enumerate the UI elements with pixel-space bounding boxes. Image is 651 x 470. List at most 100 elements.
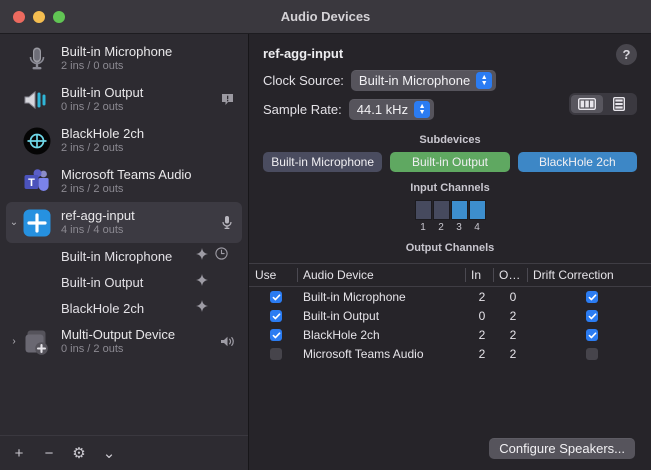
column-header-in[interactable]: In [465, 264, 493, 287]
remove-device-button[interactable]: − [44, 444, 54, 462]
subdevice-indicators [196, 273, 242, 291]
columns-view-icon[interactable] [571, 95, 603, 113]
sidebar-item-microsoft-teams-audio[interactable]: T Microsoft Teams Audio 2 ins / 2 outs [6, 161, 242, 202]
input-channel-2[interactable]: 2 [432, 200, 450, 233]
channel-number: 2 [438, 222, 444, 233]
output-channels-table: Use Audio Device In O… Drift Correction [249, 264, 651, 363]
column-header-use[interactable]: Use [249, 264, 297, 287]
column-header-audio-device[interactable]: Audio Device [297, 264, 465, 287]
clock-source-row: Clock Source: Built-in Microphone ▲ ▼ [263, 70, 637, 91]
use-checkbox-cell [249, 306, 297, 325]
detail-header: ref-agg-input Clock Source: Built-in Mic… [249, 34, 651, 128]
drift-sparkle-icon [196, 273, 208, 291]
subdevice-name: Built-in Microphone [61, 248, 173, 264]
in-count-cell: 2 [478, 346, 486, 361]
subdevice-indicators [196, 247, 242, 265]
output-channels-table-wrap: Use Audio Device In O… Drift Correction [249, 263, 651, 426]
sample-rate-select[interactable]: 44.1 kHz ▲ ▼ [348, 99, 435, 120]
view-mode-toggle [569, 93, 637, 115]
sidebar-subitem-blackhole-2ch[interactable]: BlackHole 2ch [6, 295, 242, 321]
input-channel-3[interactable]: 3 [450, 200, 468, 233]
table-row[interactable]: Microsoft Teams Audio 2 2 [249, 344, 651, 363]
device-text: ref-agg-input 4 ins / 4 outs [61, 208, 216, 237]
out-count-cell: 2 [509, 327, 517, 342]
out-count-cell: 0 [509, 289, 517, 304]
channel-number: 1 [420, 222, 426, 233]
channel-number: 4 [474, 222, 480, 233]
device-text: BlackHole 2ch 2 ins / 2 outs [61, 126, 216, 155]
audio-device-cell: Microsoft Teams Audio [303, 346, 424, 361]
sidebar-item-blackhole-2ch[interactable]: BlackHole 2ch 2 ins / 2 outs [6, 120, 242, 161]
use-checkbox[interactable] [270, 291, 282, 304]
column-header-drift-correction[interactable]: Drift Correction [527, 264, 651, 287]
configure-speakers-button[interactable]: Configure Speakers... [489, 437, 635, 459]
use-checkbox[interactable] [270, 310, 282, 323]
chevron-right-icon[interactable]: › [12, 335, 16, 347]
channel-number: 3 [456, 222, 462, 233]
chevron-down-icon[interactable]: ⌄ [9, 216, 19, 228]
close-button[interactable] [13, 10, 25, 23]
use-checkbox[interactable] [270, 329, 282, 342]
channel-swatch [468, 200, 486, 220]
input-channels-section: Input Channels 1 2 3 [249, 172, 651, 260]
drift-checkbox-cell [527, 344, 651, 363]
audio-device-cell: Built-in Microphone [303, 289, 406, 304]
teams-icon: T [22, 167, 52, 197]
minimize-button[interactable] [33, 10, 45, 23]
in-count-cell: 2 [478, 327, 486, 342]
channel-swatch [450, 200, 468, 220]
device-name: ref-agg-input [61, 208, 135, 223]
drift-correction-checkbox[interactable] [586, 348, 598, 361]
use-checkbox-cell [249, 344, 297, 363]
input-channel-4[interactable]: 4 [468, 200, 486, 233]
help-button[interactable]: ? [616, 44, 637, 65]
aggregate-plus-icon [22, 208, 52, 238]
drift-sparkle-icon [196, 247, 208, 265]
rows-view-icon[interactable] [603, 95, 635, 113]
gear-icon[interactable]: ⚙ [72, 444, 86, 462]
sample-rate-row: Sample Rate: 44.1 kHz ▲ ▼ [263, 99, 637, 120]
device-name: BlackHole 2ch [61, 126, 145, 141]
device-io: 4 ins / 4 outs [61, 224, 124, 236]
sidebar-item-multi-output-device[interactable]: › Multi-Output Device 0 ins / 2 outs [6, 321, 242, 362]
microphone-badge-icon [216, 215, 238, 230]
add-device-button[interactable]: + [14, 444, 24, 462]
device-io: 2 ins / 0 outs [61, 60, 124, 72]
in-count-cell: 2 [478, 289, 486, 304]
subdevice-chip-built-in-microphone[interactable]: Built-in Microphone [263, 152, 383, 172]
table-row[interactable]: Built-in Microphone 2 0 [249, 287, 651, 307]
chevron-down-icon[interactable]: ⌄ [102, 444, 116, 462]
device-list: Built-in Microphone 2 ins / 0 outs [0, 34, 248, 435]
sidebar-subitem-built-in-microphone[interactable]: Built-in Microphone [6, 243, 242, 269]
sidebar-item-built-in-output[interactable]: Built-in Output 0 ins / 2 outs [6, 79, 242, 120]
drift-correction-checkbox[interactable] [586, 329, 598, 342]
detail-footer: Configure Speakers... [249, 426, 651, 470]
input-channel-boxes: 1 2 3 4 [263, 200, 637, 233]
sidebar-item-built-in-microphone[interactable]: Built-in Microphone 2 ins / 0 outs [6, 38, 242, 79]
speaker-badge-icon [216, 335, 238, 348]
drift-correction-checkbox[interactable] [586, 291, 598, 304]
drift-checkbox-cell [527, 287, 651, 307]
subdevice-chip-blackhole-2ch[interactable]: BlackHole 2ch [517, 152, 637, 172]
chevron-updown-icon: ▲ ▼ [476, 72, 493, 89]
traffic-lights [13, 10, 65, 23]
device-io: 0 ins / 2 outs [61, 101, 124, 113]
clock-source-select[interactable]: Built-in Microphone ▲ ▼ [350, 70, 497, 91]
sidebar-subitem-built-in-output[interactable]: Built-in Output [6, 269, 242, 295]
device-name: Microsoft Teams Audio [61, 167, 192, 182]
column-header-out[interactable]: O… [493, 264, 527, 287]
use-checkbox[interactable] [270, 348, 282, 361]
maximize-button[interactable] [53, 10, 65, 23]
device-io: 0 ins / 2 outs [61, 343, 124, 355]
channel-swatch [414, 200, 432, 220]
drift-correction-checkbox[interactable] [586, 310, 598, 323]
sample-rate-value: 44.1 kHz [356, 102, 409, 117]
table-row[interactable]: Built-in Output 0 2 [249, 306, 651, 325]
audio-device-cell: BlackHole 2ch [303, 327, 380, 342]
drift-sparkle-icon [196, 299, 208, 317]
sidebar-item-ref-agg-input[interactable]: ⌄ ref-agg-input 4 ins / 4 outs [6, 202, 242, 243]
use-checkbox-cell [249, 325, 297, 344]
table-row[interactable]: BlackHole 2ch 2 2 [249, 325, 651, 344]
input-channel-1[interactable]: 1 [414, 200, 432, 233]
subdevice-chip-built-in-output[interactable]: Built-in Output [390, 152, 510, 172]
